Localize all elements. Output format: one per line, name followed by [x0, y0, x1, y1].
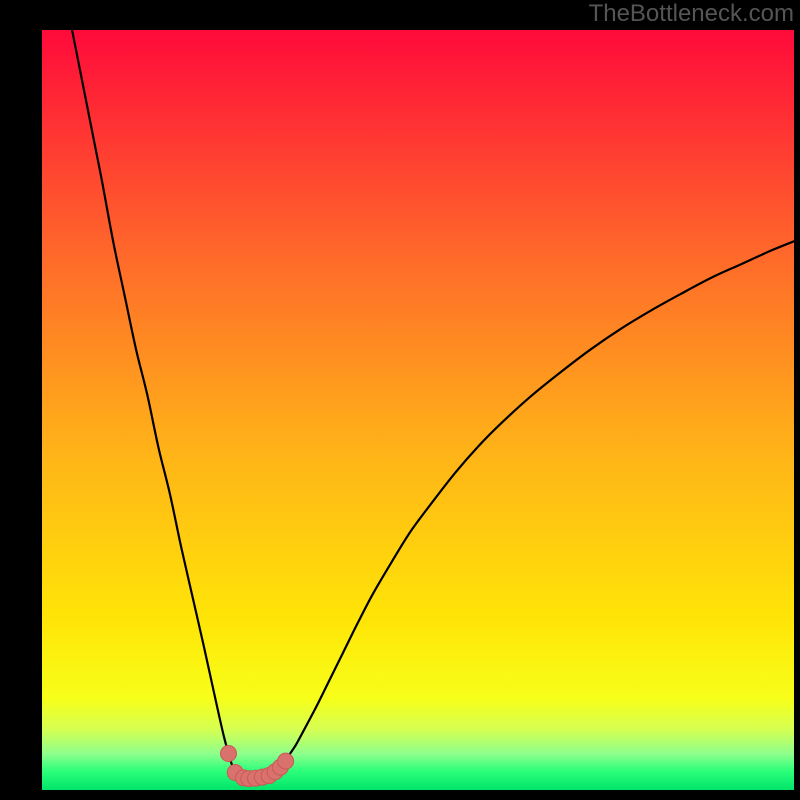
- curve-marker: [220, 746, 236, 762]
- attribution-watermark: TheBottleneck.com: [589, 0, 794, 28]
- curve-marker: [278, 753, 294, 769]
- plot-svg: [0, 0, 800, 800]
- canvas: TheBottleneck.com: [0, 0, 800, 800]
- gradient-background: [42, 30, 794, 790]
